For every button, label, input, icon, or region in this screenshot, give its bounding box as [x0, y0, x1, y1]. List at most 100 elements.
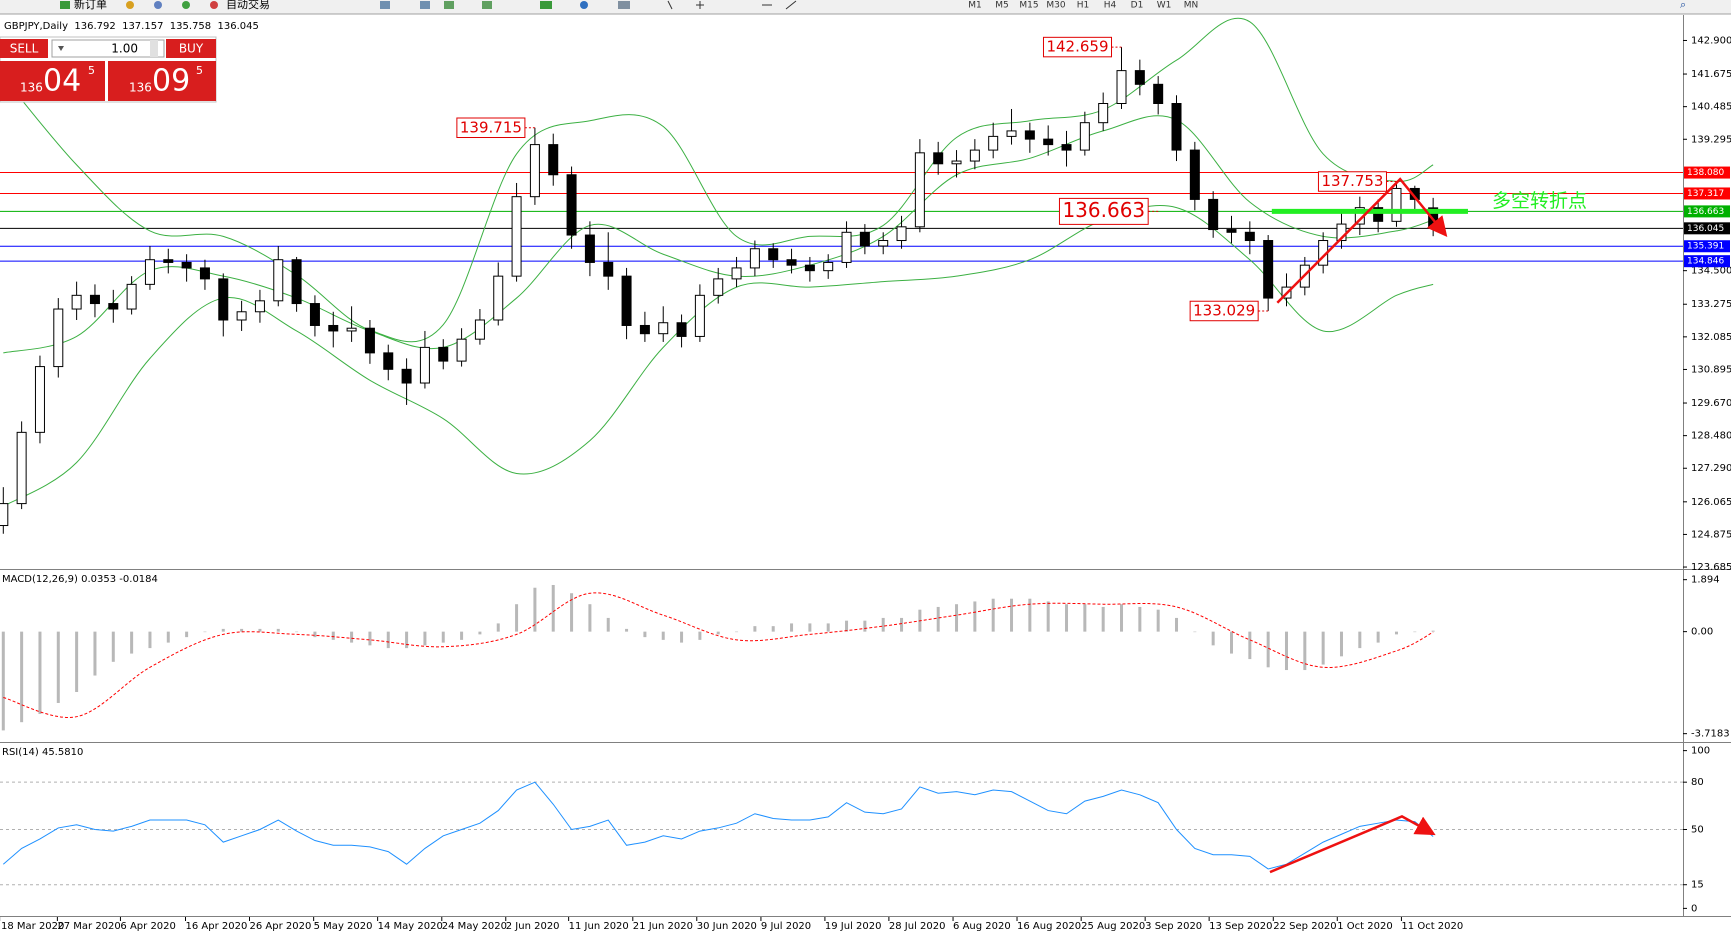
- macd-histogram-bar: [276, 628, 280, 632]
- price-level-label: 136.663: [1687, 207, 1724, 217]
- macd-histogram-bar: [1, 631, 5, 731]
- candle-body: [126, 283, 137, 310]
- sell-label[interactable]: SELL: [10, 42, 39, 56]
- buy-label[interactable]: BUY: [179, 42, 204, 56]
- macd-histogram-bar: [295, 631, 299, 633]
- candle-body: [1189, 149, 1200, 200]
- timeframe-button[interactable]: M30: [1046, 1, 1065, 11]
- candle-body: [713, 278, 724, 296]
- candle-body: [1134, 70, 1145, 85]
- buy-price-main[interactable]: 09: [152, 64, 190, 99]
- bollinger-band: [2, 17, 1434, 343]
- candle-body: [621, 275, 632, 326]
- macd-histogram-bar: [93, 631, 97, 676]
- lots-input[interactable]: [51, 39, 165, 58]
- candle-body: [254, 300, 265, 313]
- x-tick-label: 3 Sep 2020: [1145, 921, 1202, 932]
- x-tick-label: 14 May 2020: [378, 921, 443, 932]
- macd-histogram-bar: [38, 631, 42, 714]
- y-tick-label: 100: [1691, 746, 1710, 757]
- candle-body: [1153, 83, 1164, 105]
- macd-histogram-bar: [1120, 604, 1124, 632]
- auto-trading-button[interactable]: 自动交易: [226, 0, 270, 11]
- candle-body: [988, 135, 999, 151]
- sell-price-big[interactable]: 136: [20, 81, 43, 95]
- toolbar-icon[interactable]: [420, 1, 430, 9]
- buy-price-big[interactable]: 136: [129, 81, 152, 95]
- search-icon[interactable]: ⌕: [1680, 0, 1686, 11]
- macd-histogram-bar: [606, 617, 610, 632]
- candle-body: [1043, 138, 1054, 146]
- sell-price-box[interactable]: [0, 61, 105, 101]
- candle-body: [1171, 103, 1182, 151]
- y-tick-label: -3.7183: [1691, 729, 1730, 740]
- price-annotation: 139.715: [460, 118, 522, 136]
- sell-button[interactable]: [0, 39, 48, 58]
- candle-body: [1373, 207, 1384, 222]
- timeframe-button[interactable]: H1: [1077, 1, 1090, 11]
- buy-price-box[interactable]: [108, 61, 216, 101]
- candle-body: [1006, 130, 1017, 137]
- macd-histogram-bar: [1010, 598, 1014, 632]
- cursor-tool[interactable]: [667, 0, 673, 10]
- macd-histogram-bar: [1321, 631, 1325, 665]
- lots-down[interactable]: [58, 46, 64, 51]
- y-tick-label: 126.065: [1691, 497, 1731, 508]
- toolbar-icon[interactable]: [154, 1, 162, 9]
- buy-price-sup[interactable]: 5: [196, 64, 203, 77]
- toolbar-icon[interactable]: [540, 1, 552, 9]
- sell-price-main[interactable]: 04: [43, 64, 81, 99]
- timeframe-button[interactable]: M5: [995, 1, 1009, 11]
- price-level-tag: [1684, 255, 1730, 268]
- y-tick-label: 134.500: [1691, 266, 1731, 277]
- candle-body: [144, 259, 155, 285]
- toolbar-icon[interactable]: [444, 1, 454, 9]
- candle-body: [1079, 122, 1090, 151]
- candle-body: [896, 226, 907, 242]
- timeframe-button[interactable]: D1: [1131, 1, 1144, 11]
- macd-signal-line: [3, 592, 1434, 718]
- candle-body: [218, 278, 229, 321]
- line-tools[interactable]: [762, 0, 797, 10]
- toolbar-icon[interactable]: [618, 1, 630, 9]
- toolbar-icon[interactable]: [182, 1, 190, 9]
- toolbar-icon[interactable]: [482, 1, 492, 9]
- buy-button[interactable]: [166, 39, 216, 58]
- candle-body: [1116, 70, 1127, 105]
- macd-histogram-bar: [551, 584, 555, 632]
- one-click-trading: SELL 1.00 BUY 136 04 5 136 09 5: [0, 36, 217, 103]
- candle-body: [493, 275, 504, 321]
- timeframe-button[interactable]: W1: [1157, 1, 1172, 11]
- new-order-icon[interactable]: [60, 1, 70, 9]
- macd-histogram-bar: [680, 631, 684, 643]
- candle-body: [749, 248, 760, 269]
- y-tick-label: 50: [1691, 825, 1704, 836]
- indicator-title: MACD(12,26,9) 0.0353 -0.0184: [2, 574, 158, 585]
- timeframe-button[interactable]: MN: [1184, 1, 1199, 11]
- lots-up[interactable]: [150, 40, 158, 57]
- auto-trading-icon[interactable]: [210, 1, 218, 9]
- x-tick-label: 25 Aug 2020: [1081, 921, 1145, 932]
- crosshair-tool[interactable]: [696, 1, 704, 9]
- sell-price-sup[interactable]: 5: [88, 64, 95, 77]
- lots-value[interactable]: 1.00: [111, 42, 138, 56]
- timeframe-button[interactable]: M15: [1019, 1, 1038, 11]
- x-tick-label: 6 Aug 2020: [953, 921, 1011, 932]
- timeframe-button[interactable]: H4: [1104, 1, 1117, 11]
- toolbar-icon[interactable]: [126, 1, 134, 9]
- price-level-label: 137.317: [1687, 189, 1724, 199]
- y-tick-label: 129.670: [1691, 398, 1731, 409]
- price-level-tag: [1684, 205, 1730, 218]
- candle-body: [914, 152, 925, 228]
- macd-histogram-bar: [75, 631, 79, 693]
- y-tick-label: 15: [1691, 880, 1704, 891]
- ohlc-value: 136.792: [74, 21, 115, 32]
- toolbar-icon[interactable]: [580, 1, 588, 9]
- price-annotation: 136.663: [1062, 198, 1145, 222]
- new-order-button[interactable]: 新订单: [74, 0, 107, 11]
- toolbar-icon[interactable]: [380, 1, 390, 9]
- ohlc-value: 137.157: [122, 21, 163, 32]
- macd-histogram-bar: [515, 604, 519, 632]
- timeframe-button[interactable]: M1: [968, 1, 982, 11]
- candle-body: [53, 308, 64, 368]
